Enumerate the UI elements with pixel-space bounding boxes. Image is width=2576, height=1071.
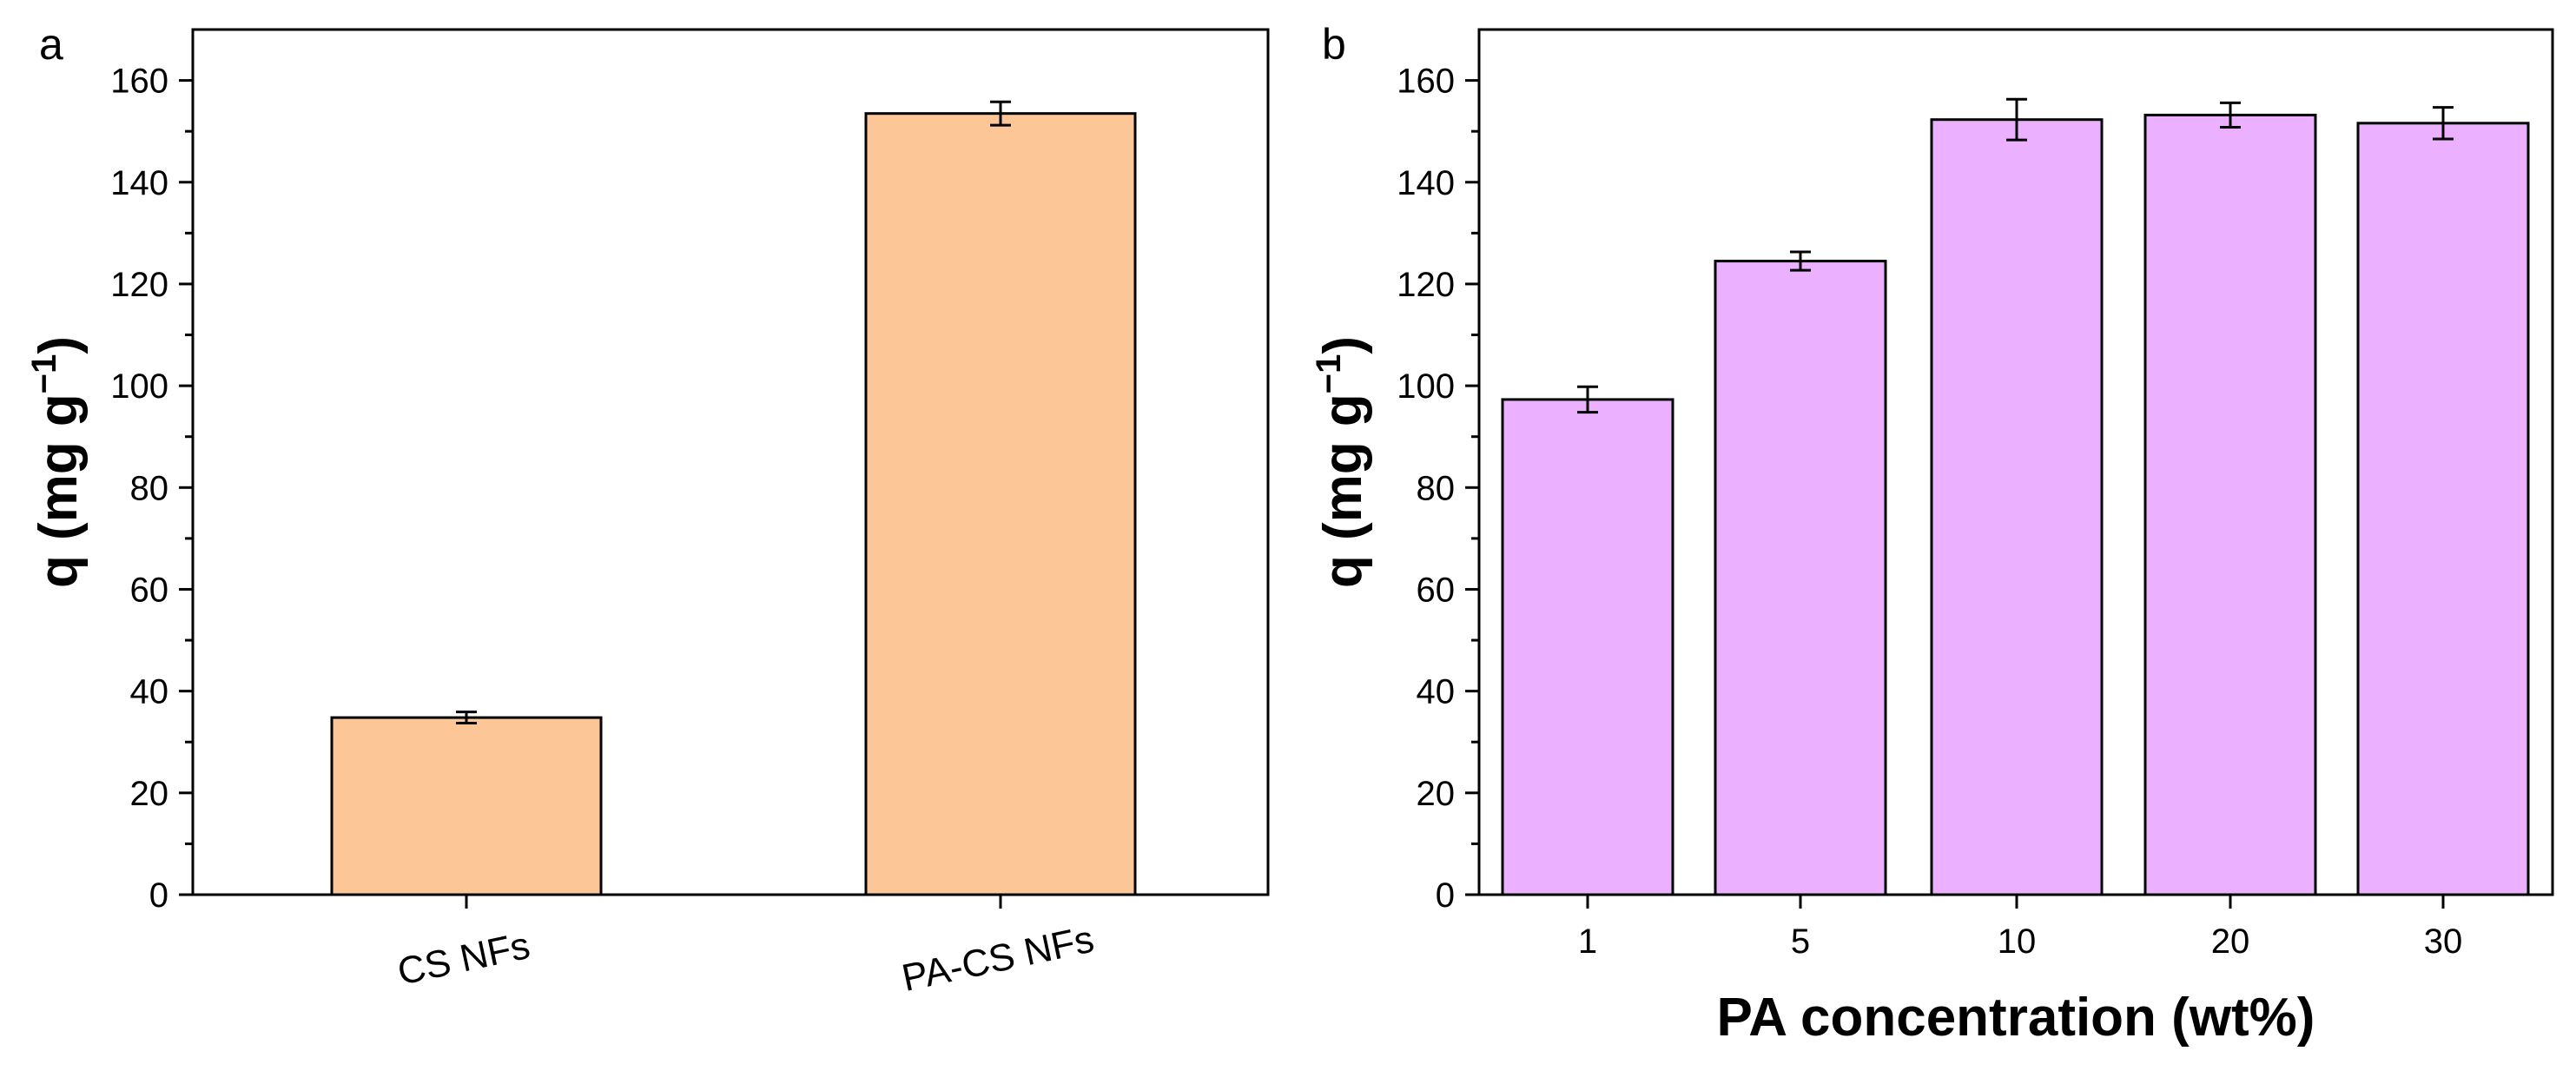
y-tick-label: 0 (1436, 876, 1455, 915)
panel-a-y-axis-title: q (mg g−1) (25, 336, 89, 588)
panel-b-y-axis-title: q (mg g−1) (1310, 336, 1373, 588)
panel-b-y-axis: 0 20 40 60 80 100 120 140 160 (1397, 63, 1479, 915)
panel-a-y-axis: 0 20 40 60 80 100 120 140 160 (110, 63, 193, 915)
panel-a-bars (330, 100, 1137, 896)
panel-a-x-axis: CS NFs PA-CS NFs (394, 895, 1098, 1000)
x-tick-label: 20 (2211, 922, 2250, 961)
bar (330, 716, 603, 896)
y-tick-label: 40 (130, 673, 169, 711)
y-tick-label: 60 (130, 571, 169, 609)
y-tick-label: 100 (1397, 367, 1455, 406)
y-tick-label: 0 (149, 876, 168, 915)
x-tick-label: PA-CS NFs (898, 918, 1097, 1001)
y-tick-label: 60 (1417, 571, 1456, 609)
y-tick-label: 140 (1397, 164, 1455, 202)
panel-b-chart: b 0 20 40 60 80 100 120 140 160 1 5 10 20 30 q (mg g… (1310, 20, 2554, 1048)
y-tick-label: 120 (1397, 266, 1455, 304)
y-tick-label: 20 (1417, 775, 1456, 813)
panel-b-x-axis: 1 5 10 20 30 (1578, 895, 2462, 961)
panel-b-label: b (1322, 20, 1346, 69)
y-tick-label: 20 (130, 775, 169, 813)
panel-a-y-title-main: q (mg g (29, 393, 89, 588)
bar (1501, 398, 1674, 896)
panel-a-plot-frame (191, 28, 1270, 896)
y-tick-label: 80 (130, 469, 169, 507)
panel-b-x-axis-title: PA concentration (wt%) (1717, 988, 2315, 1048)
y-tick-label: 140 (110, 164, 168, 202)
panel-b-y-title-main: q (mg g (1313, 393, 1373, 588)
panel-a-y-title-close: ) (29, 336, 89, 354)
y-tick-label: 100 (110, 367, 168, 406)
bar (864, 112, 1137, 896)
y-tick-label: 120 (110, 266, 168, 304)
panel-b-bars (1501, 97, 2530, 896)
bar (2143, 113, 2317, 896)
panel-a-label: a (39, 20, 63, 69)
panel-b-y-title-sup: −1 (1310, 354, 1348, 394)
y-tick-label: 80 (1417, 469, 1456, 507)
y-tick-label: 160 (1397, 63, 1455, 101)
x-tick-label: 5 (1791, 922, 1810, 961)
y-tick-label: 40 (1417, 673, 1456, 711)
bar (1930, 118, 2104, 896)
panel-b-y-title-close: ) (1313, 336, 1373, 354)
y-tick-label: 160 (110, 63, 168, 101)
x-tick-label: 30 (2424, 922, 2463, 961)
x-tick-label: CS NFs (394, 924, 534, 994)
bar (1714, 260, 1887, 896)
x-tick-label: 10 (1998, 922, 2037, 961)
x-tick-label: 1 (1578, 922, 1597, 961)
panel-a-y-title-sup: −1 (25, 354, 63, 394)
bar (2356, 122, 2530, 896)
